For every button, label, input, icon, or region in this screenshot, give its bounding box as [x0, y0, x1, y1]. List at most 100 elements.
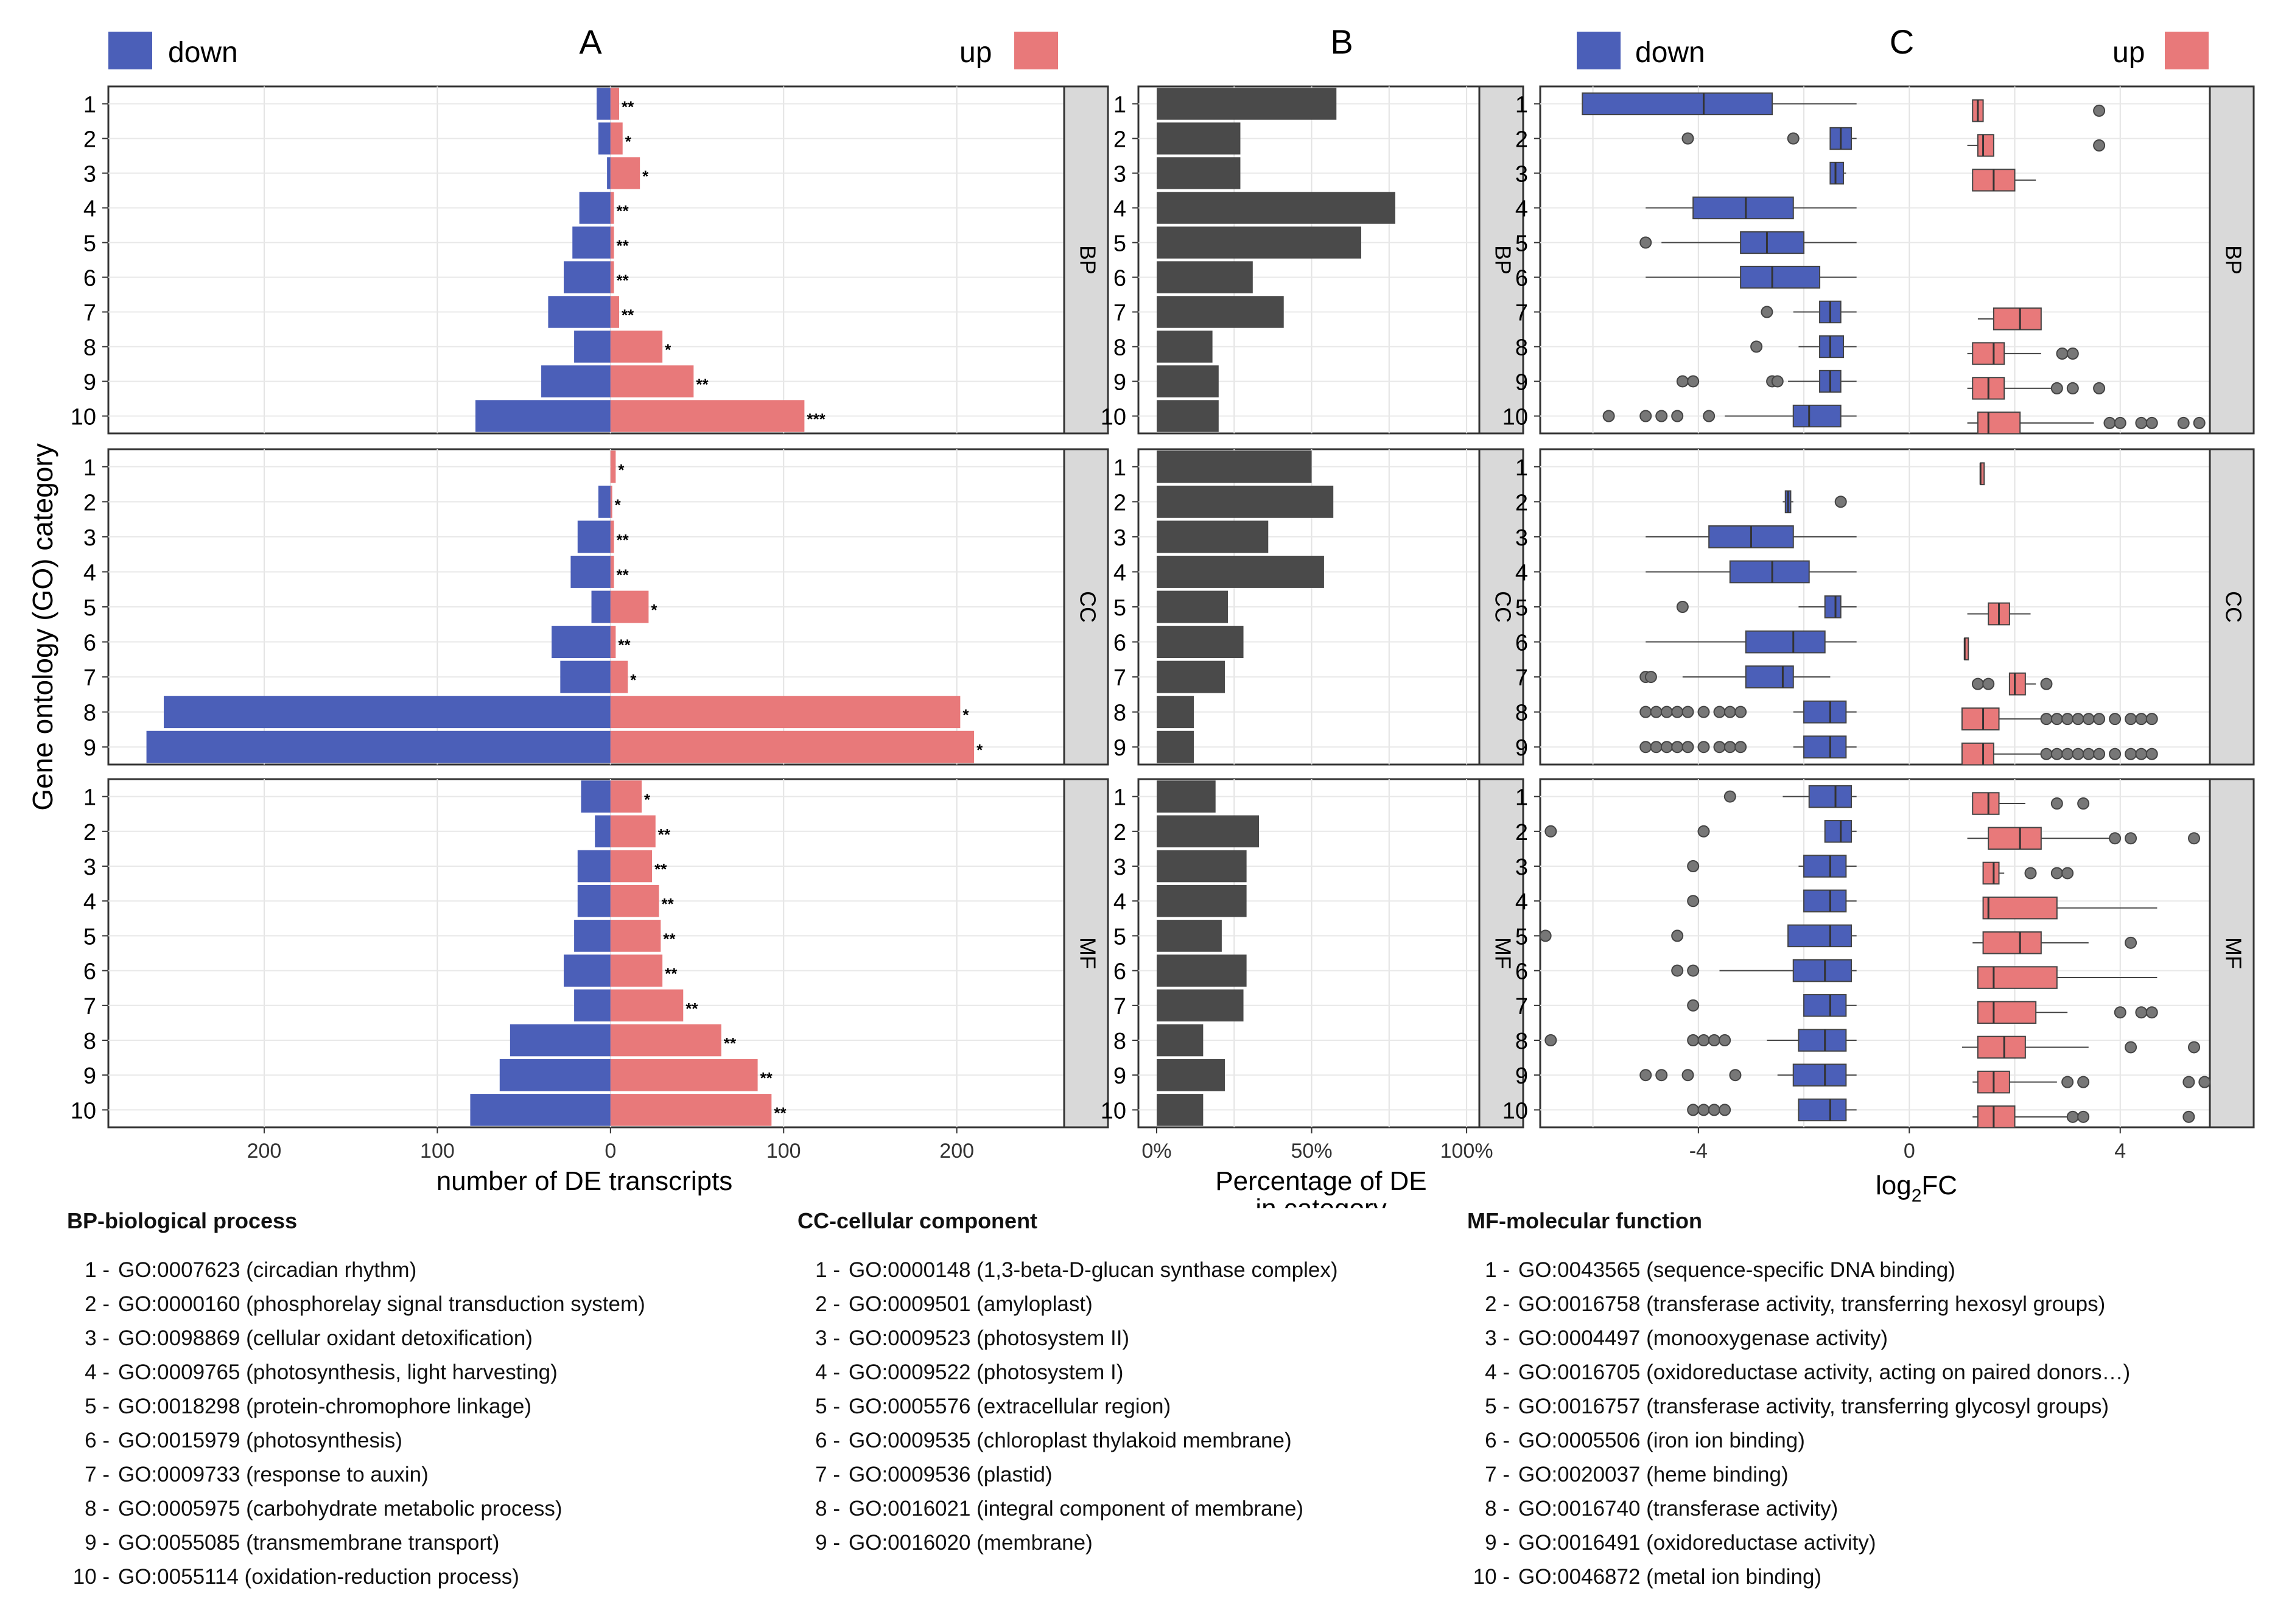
box-outlier [1982, 677, 1995, 690]
significance-marker: ** [760, 1069, 773, 1087]
bar-up [610, 331, 663, 363]
category-tick-label: 1 [1515, 93, 1528, 118]
bar-up [610, 590, 649, 623]
bar-percentage [1157, 157, 1241, 189]
box-outlier [2024, 867, 2037, 880]
bar-up [610, 365, 694, 397]
legend-item: 4 - GO:0009765 (photosynthesis, light har… [67, 1356, 645, 1390]
category-tick-label: 3 [1113, 162, 1126, 187]
bar-up [610, 920, 661, 952]
bar-percentage [1157, 1059, 1225, 1091]
box-outlier [2040, 677, 2053, 690]
legend-item-number: 2 - [85, 1292, 110, 1316]
significance-marker: ** [665, 965, 678, 983]
category-tick-label: 9 [1113, 735, 1126, 761]
box-iqr [1977, 1001, 2037, 1024]
category-tick-label: 5 [1113, 231, 1126, 257]
category-tick-label: 1 [1515, 455, 1528, 481]
bar-percentage [1157, 730, 1194, 763]
legend-item: 2 - GO:0016758 (transferase activity, tra… [1467, 1287, 2130, 1321]
category-tick-label: 8 [1113, 335, 1126, 361]
box-iqr [2008, 672, 2026, 696]
bar-up [610, 1059, 758, 1091]
legend-item: 4 - GO:0016705 (oxidoreductase activity, … [1467, 1356, 2130, 1390]
legend-item-text: GO:0016020 (membrane) [849, 1531, 1093, 1555]
box-outlier [2109, 713, 2122, 726]
legend-item-text: GO:0016757 (transferase activity, transf… [1518, 1395, 2109, 1418]
legend-item-text: GO:0009536 (plastid) [849, 1463, 1053, 1486]
box-outlier [1687, 895, 1700, 908]
box-outlier [1687, 860, 1700, 872]
box-iqr [1798, 1098, 1847, 1122]
box-iqr [1977, 966, 2058, 989]
category-tick-label: 2 [1113, 490, 1126, 516]
bar-up [610, 226, 614, 259]
legend-item: 1 - GO:0000148 (1,3-beta-D-glucan synthas… [797, 1253, 1337, 1287]
box-outlier [1687, 375, 1700, 388]
category-tick-label: 4 [83, 197, 96, 222]
bar-up [610, 296, 620, 328]
bar-up [610, 884, 659, 917]
legend-items-bp: 1 - GO:0007623 (circadian rhythm) 2 - GO:00… [67, 1253, 645, 1594]
legend-item: 8 - GO:0005975 (carbohydrate metabolic pr… [67, 1492, 645, 1526]
facet-strip-label: MF [1075, 937, 1100, 969]
box-outlier [1761, 306, 1773, 318]
category-tick-label: 9 [1515, 735, 1528, 761]
legend-item: 6 - GO:0015979 (photosynthesis) [67, 1424, 645, 1458]
box-outlier [1697, 825, 1710, 838]
bar-down [595, 815, 611, 848]
legend-item-text: GO:0009522 (photosystem I) [849, 1360, 1124, 1384]
box-outlier [1697, 705, 1710, 718]
x-tick-label: 200 [247, 1139, 282, 1163]
legend-item-number: 9 - [815, 1531, 840, 1555]
significance-marker: * [642, 167, 649, 186]
bar-down [598, 122, 611, 155]
box-outlier [1644, 671, 1657, 684]
significance-marker: ** [622, 306, 634, 324]
facet-strip-label: CC [2221, 591, 2246, 623]
category-tick-label: 9 [1113, 1063, 1126, 1089]
legend-item-text: GO:0055085 (transmembrane transport) [118, 1531, 500, 1555]
box-iqr [1792, 404, 1842, 428]
facet-strip-label: MF [2221, 937, 2246, 969]
category-tick-label: 10 [1502, 405, 1528, 430]
x-axis-titles: number of DE transcripts Percentage of D… [436, 1166, 1957, 1208]
bar-down [581, 780, 611, 813]
legend-item-text: GO:0016021 (integral component of membra… [849, 1497, 1304, 1521]
legend-down-swatch-a [108, 32, 152, 69]
box-outlier [1687, 964, 1700, 977]
significance-marker: * [976, 741, 983, 759]
bar-percentage [1157, 331, 1213, 363]
box-outlier [2082, 713, 2095, 726]
category-tick-label: 3 [1113, 855, 1126, 880]
facet-strip [2209, 85, 2255, 435]
category-tick-label: 10 [1101, 1098, 1126, 1124]
legend-item-text: GO:0098869 (cellular oxidant detoxificat… [118, 1326, 533, 1350]
category-tick-label: 7 [83, 665, 96, 691]
significance-marker: ** [774, 1104, 787, 1122]
category-tick-label: 6 [1113, 631, 1126, 656]
bar-up [610, 626, 616, 659]
category-tick-label: 5 [1515, 595, 1528, 621]
significance-marker: ** [618, 636, 631, 654]
legend-title-cc: CC-cellular component [797, 1208, 1038, 1233]
box-outlier [2061, 747, 2074, 760]
go-term-legend: BP-biological process 1 - GO:0007623 (cir… [0, 1208, 2289, 1622]
box-outlier [2072, 713, 2084, 726]
bar-percentage [1157, 88, 1337, 120]
legend-col-mf: MF-molecular function 1 - GO:0043565 (seq… [1467, 1208, 2130, 1594]
bar-down [570, 555, 611, 588]
legend-item-number: 8 - [815, 1497, 840, 1521]
legend-title-bp: BP-biological process [67, 1208, 298, 1233]
box-outlier [2198, 1076, 2211, 1088]
category-tick-label: 5 [83, 595, 96, 621]
box-outlier [2093, 747, 2106, 760]
box-outlier [2145, 747, 2158, 760]
bar-up [610, 122, 623, 155]
bar-up [610, 780, 642, 813]
bar-up [610, 815, 656, 848]
legend-item: 1 - GO:0043565 (sequence-specific DNA bin… [1467, 1253, 2130, 1287]
box-outlier [1544, 1034, 1557, 1046]
bar-percentage [1157, 555, 1324, 588]
bar-down [541, 365, 611, 397]
